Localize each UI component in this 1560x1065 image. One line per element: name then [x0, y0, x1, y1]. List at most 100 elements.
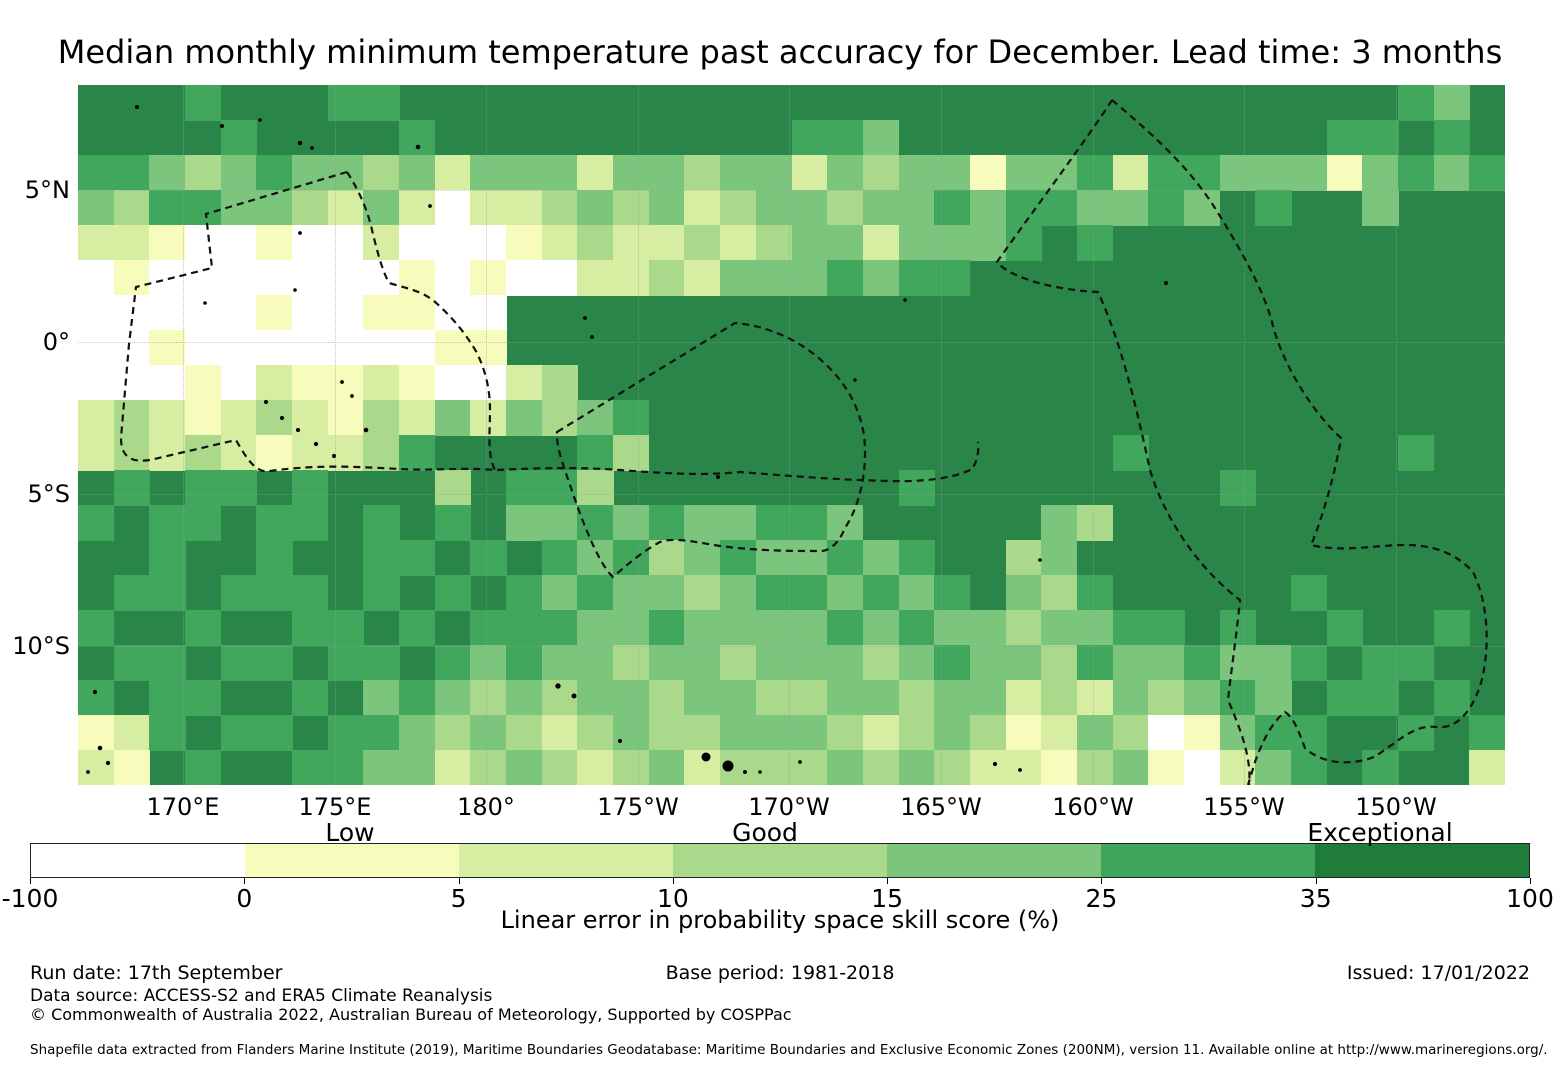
- island-outline: [92, 689, 98, 695]
- longitude-gridline: [183, 85, 184, 785]
- heatmap-cell: [327, 260, 364, 296]
- island-outline: [297, 140, 303, 146]
- heatmap-cell: [327, 645, 364, 681]
- heatmap-cell: [185, 295, 222, 331]
- heatmap-cell: [256, 365, 293, 401]
- heatmap-cell: [1112, 645, 1149, 681]
- heatmap-cell: [220, 715, 257, 751]
- heatmap-cell: [434, 330, 472, 366]
- island-outline: [571, 693, 577, 699]
- y-axis-tick-label: 5°S: [27, 480, 70, 508]
- island-outline: [220, 124, 224, 128]
- heatmap-cell: [1041, 715, 1078, 751]
- heatmap-cell: [185, 610, 222, 646]
- heatmap-cell: [720, 645, 757, 681]
- colorbar-tick: [1101, 878, 1103, 884]
- heatmap-cell: [720, 610, 757, 646]
- heatmap-cell: [327, 365, 364, 401]
- heatmap-cell: [541, 190, 579, 226]
- heatmap-cell: [220, 330, 257, 366]
- heatmap-cell: [434, 470, 472, 506]
- heatmap-cell: [791, 645, 828, 681]
- heatmap-cell: [292, 435, 329, 471]
- island-outline: [1164, 281, 1168, 285]
- heatmap-cell: [934, 610, 971, 646]
- heatmap-cell: [862, 645, 900, 681]
- heatmap-cell: [827, 575, 864, 611]
- base-period-text: Base period: 1981-2018: [665, 962, 895, 984]
- heatmap-cell: [434, 575, 472, 611]
- heatmap-cell: [1005, 610, 1042, 646]
- heatmap-cell: [470, 295, 507, 331]
- heatmap-cell: [506, 715, 543, 751]
- heatmap-cell: [185, 365, 222, 401]
- colorbar-segment: [1315, 844, 1529, 877]
- heatmap-cell: [470, 330, 507, 366]
- heatmap-cell: [434, 260, 472, 296]
- heatmap-cell: [934, 750, 971, 785]
- heatmap-cell: [755, 225, 793, 261]
- heatmap-cell: [292, 295, 329, 331]
- heatmap-cell: [827, 645, 864, 681]
- heatmap-cell: [684, 575, 721, 611]
- heatmap-cell: [292, 470, 329, 506]
- colorbar-tick: [244, 878, 246, 884]
- heatmap-cell: [327, 400, 364, 436]
- latitude-gridline: [78, 342, 1505, 343]
- heatmap-cell: [1112, 715, 1149, 751]
- heatmap-cell: [648, 645, 686, 681]
- heatmap-cell: [1433, 120, 1470, 156]
- heatmap-cell: [720, 575, 757, 611]
- heatmap-cell: [327, 190, 364, 226]
- heatmap-cell: [363, 435, 400, 471]
- y-axis-tick-label: 5°N: [24, 176, 70, 204]
- heatmap-cell: [434, 155, 472, 191]
- heatmap-cell: [898, 715, 935, 751]
- heatmap-cell: [1255, 155, 1292, 191]
- heatmap-cell: [648, 540, 686, 576]
- heatmap-cell: [506, 190, 543, 226]
- heatmap-cell: [363, 750, 400, 785]
- heatmap-cell: [1005, 750, 1042, 785]
- heatmap-cell: [470, 715, 507, 751]
- heatmap-cell: [1041, 645, 1078, 681]
- heatmap-cell: [898, 155, 935, 191]
- x-axis-tick-label: 175°W: [597, 793, 679, 821]
- heatmap-cell: [363, 400, 400, 436]
- heatmap-cell: [791, 715, 828, 751]
- x-axis-tick-label: 180°: [457, 793, 515, 821]
- island-outline: [555, 683, 561, 689]
- heatmap-cell: [1112, 680, 1149, 716]
- heatmap-cell: [862, 225, 900, 261]
- heatmap-cell: [1290, 575, 1328, 611]
- heatmap-cell: [755, 610, 793, 646]
- heatmap-cell: [363, 715, 400, 751]
- colorbar-tick: [1315, 878, 1317, 884]
- heatmap-cell: [1076, 505, 1114, 541]
- heatmap-cell: [78, 330, 115, 366]
- heatmap-cell: [220, 435, 257, 471]
- heatmap-cell: [969, 680, 1007, 716]
- heatmap-cell: [1005, 190, 1042, 226]
- heatmap-cell: [113, 715, 150, 751]
- colorbar-tick: [30, 878, 31, 884]
- heatmap-cell: [827, 190, 864, 226]
- heatmap-cell: [1219, 715, 1256, 751]
- island-outline: [701, 752, 711, 762]
- heatmap-cell: [1219, 680, 1256, 716]
- heatmap-cell: [185, 190, 222, 226]
- heatmap-cell: [292, 680, 329, 716]
- heatmap-cell: [399, 190, 436, 226]
- heatmap-cell: [934, 715, 971, 751]
- longitude-gridline: [1244, 85, 1245, 785]
- heatmap-cell: [827, 260, 864, 296]
- heatmap-cell: [1148, 190, 1185, 226]
- heatmap-cell: [791, 120, 828, 156]
- heatmap-cell: [898, 260, 935, 296]
- heatmap-cell: [220, 470, 257, 506]
- x-axis-tick-label: 150°W: [1355, 793, 1437, 821]
- heatmap-cell: [755, 750, 793, 785]
- heatmap-cell: [577, 645, 614, 681]
- heatmap-cell: [1148, 750, 1185, 785]
- heatmap-cell: [1148, 645, 1185, 681]
